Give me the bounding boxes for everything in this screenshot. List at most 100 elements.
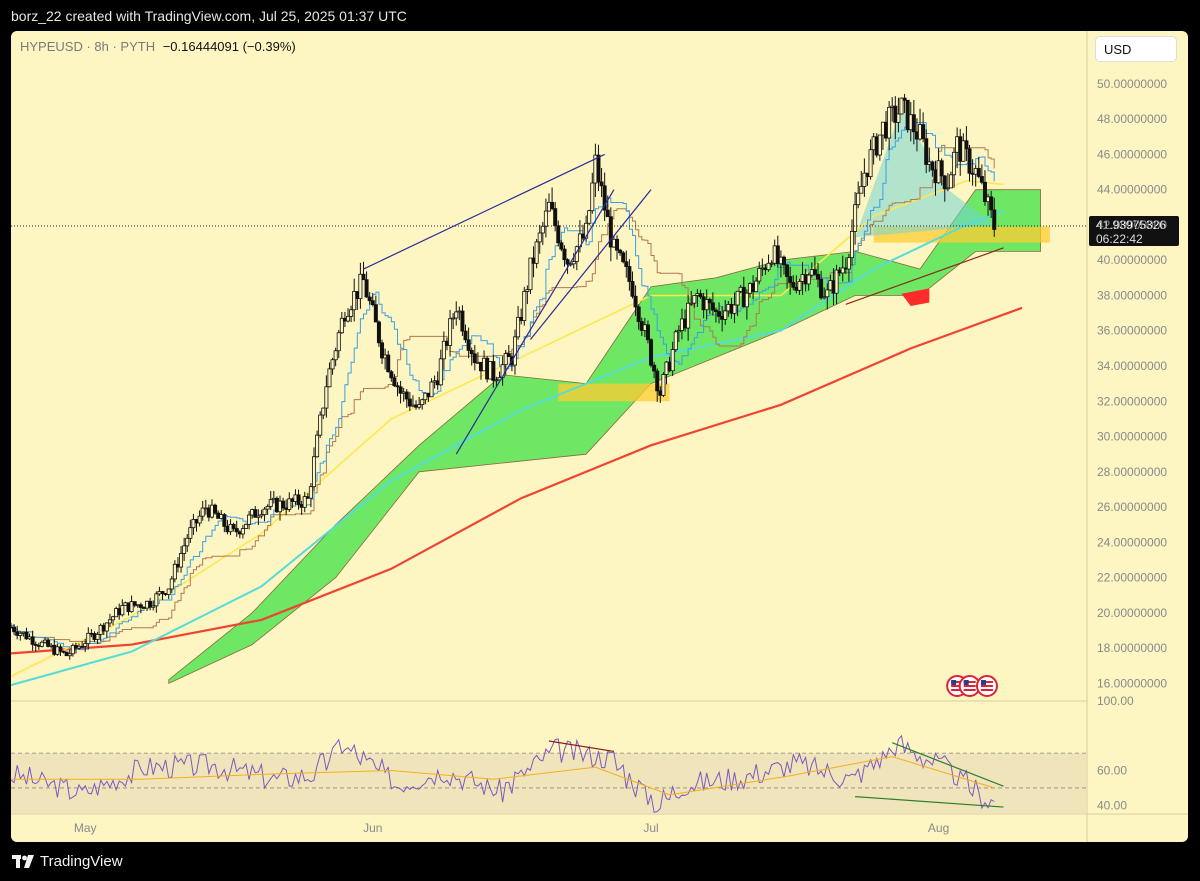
- candle-body: [766, 262, 771, 271]
- candle: [182, 537, 187, 561]
- candle-body: [333, 350, 338, 361]
- candle: [80, 641, 85, 648]
- candle: [376, 320, 381, 347]
- flag-stripe: [963, 685, 976, 687]
- candle-body: [268, 499, 273, 507]
- candle-body: [247, 514, 252, 525]
- candle-body: [222, 514, 227, 527]
- candle-body: [312, 456, 317, 488]
- candle: [364, 271, 369, 298]
- candle: [287, 492, 292, 512]
- candle: [989, 190, 994, 218]
- candle: [590, 172, 595, 214]
- candle-body: [386, 354, 391, 373]
- candle-body: [602, 185, 607, 211]
- candle: [939, 158, 944, 186]
- candle: [380, 339, 385, 365]
- candle: [896, 97, 901, 133]
- candle: [698, 289, 703, 299]
- candle-body: [460, 310, 465, 332]
- tradingview-icon: [12, 855, 34, 868]
- rsi-trendline-upper: [891, 742, 1004, 787]
- currency-button[interactable]: USD: [1095, 36, 1177, 62]
- candle: [710, 292, 715, 316]
- candle-body: [33, 644, 38, 646]
- candle-body: [346, 315, 351, 322]
- candle: [877, 134, 882, 161]
- price-tick-label: 42.00000000: [1097, 218, 1167, 232]
- candle: [429, 378, 434, 398]
- candle-body: [330, 359, 335, 370]
- candle: [256, 509, 261, 526]
- price-tick-label: 22.00000000: [1097, 571, 1167, 585]
- candle-body: [785, 264, 790, 278]
- candle-body: [732, 304, 737, 314]
- candle: [12, 624, 17, 636]
- time-tick-label: May: [74, 821, 97, 835]
- candle-body: [318, 414, 323, 436]
- brand-name: TradingView: [40, 853, 123, 870]
- candle-body: [744, 292, 749, 308]
- candle-body: [240, 528, 245, 535]
- candle-body: [259, 514, 264, 517]
- candle-body: [775, 245, 780, 265]
- candle-body: [584, 222, 589, 239]
- candle-body: [633, 295, 638, 308]
- candle: [522, 286, 527, 326]
- candle: [645, 320, 650, 344]
- candle-body: [120, 605, 125, 616]
- candle: [336, 330, 341, 359]
- candle: [942, 174, 947, 202]
- candle: [948, 171, 953, 189]
- candle-body: [417, 404, 422, 408]
- candle: [735, 290, 740, 317]
- candle-body: [376, 321, 381, 344]
- candle-body: [191, 519, 196, 529]
- candle: [454, 301, 459, 326]
- candle-body: [364, 279, 369, 298]
- candle: [615, 235, 620, 260]
- flag-canton: [951, 680, 957, 685]
- candle-body: [791, 281, 796, 288]
- candle: [797, 278, 802, 295]
- candle: [816, 263, 821, 288]
- candle: [160, 590, 165, 601]
- candle: [788, 266, 793, 295]
- candle-body: [834, 269, 839, 294]
- candle-body: [404, 391, 409, 400]
- candle: [95, 631, 100, 645]
- candle: [466, 327, 471, 359]
- candle-body: [627, 266, 632, 282]
- symbol-legend[interactable]: HYPEUSD · 8h · PYTH −0.16444091 (−0.39%): [20, 39, 296, 54]
- candle: [321, 407, 326, 419]
- flag-stripe: [963, 681, 976, 683]
- candle-body: [86, 632, 91, 645]
- candle: [234, 520, 239, 537]
- candle-body: [182, 545, 187, 554]
- candle: [330, 357, 335, 375]
- candle: [608, 207, 613, 262]
- candle-body: [265, 505, 270, 510]
- candle: [911, 99, 916, 145]
- candle-body: [398, 386, 403, 394]
- candle-body: [466, 339, 471, 351]
- candle: [850, 219, 855, 267]
- price-tick-label: 50.00000000: [1097, 77, 1167, 91]
- candle: [967, 144, 972, 182]
- candle: [537, 224, 542, 254]
- candle-body: [370, 300, 375, 306]
- bottom-bar: TradingView: [0, 842, 1200, 881]
- candle: [259, 509, 264, 519]
- tradingview-logo[interactable]: TradingView: [12, 853, 123, 870]
- rising-support-line: [845, 247, 1004, 305]
- candle: [373, 295, 378, 323]
- candle-body: [516, 316, 521, 338]
- candle-body: [896, 113, 901, 123]
- candles-group: [11, 93, 997, 660]
- candle: [268, 490, 273, 510]
- candle-body: [463, 330, 468, 341]
- candle: [862, 158, 867, 197]
- candle: [370, 292, 375, 307]
- candle-body: [392, 377, 397, 387]
